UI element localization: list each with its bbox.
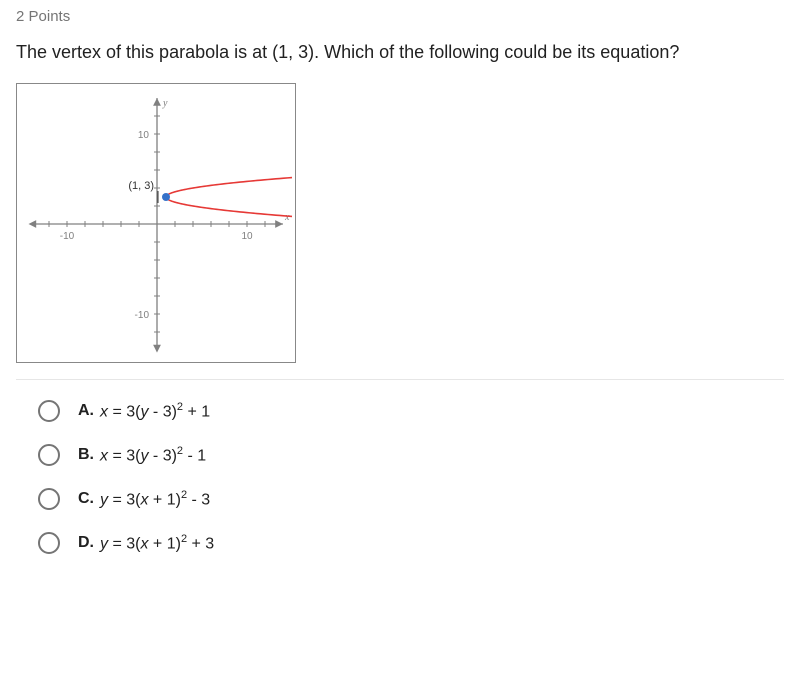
svg-text:-10: -10 bbox=[60, 231, 75, 242]
parabola-graph: x y -10 -10 10 10 (1, 3) bbox=[17, 84, 297, 364]
question-text: The vertex of this parabola is at (1, 3)… bbox=[16, 39, 784, 65]
svg-text:(1, 3): (1, 3) bbox=[128, 180, 154, 192]
points-label: 2 Points bbox=[16, 8, 784, 25]
choice-d[interactable]: D. y = 3(x + 1)2 + 3 bbox=[38, 532, 784, 554]
choice-a[interactable]: A. x = 3(y - 3)2 + 1 bbox=[38, 400, 784, 422]
choice-letter: B. bbox=[78, 446, 94, 464]
choice-equation: y = 3(x + 1)2 - 3 bbox=[100, 489, 210, 509]
choice-equation: y = 3(x + 1)2 + 3 bbox=[100, 533, 214, 553]
radio-b[interactable] bbox=[38, 444, 60, 466]
choice-letter: D. bbox=[78, 534, 94, 552]
radio-c[interactable] bbox=[38, 488, 60, 510]
answer-choices: A. x = 3(y - 3)2 + 1 B. x = 3(y - 3)2 - 1 C.… bbox=[16, 400, 784, 554]
svg-text:10: 10 bbox=[241, 231, 253, 242]
svg-text:-10: -10 bbox=[135, 310, 150, 321]
choice-c[interactable]: C. y = 3(x + 1)2 - 3 bbox=[38, 488, 784, 510]
svg-text:10: 10 bbox=[138, 130, 150, 141]
svg-text:y: y bbox=[162, 98, 168, 109]
radio-d[interactable] bbox=[38, 532, 60, 554]
choice-letter: A. bbox=[78, 402, 94, 420]
choice-equation: x = 3(y - 3)2 - 1 bbox=[100, 445, 206, 465]
choice-letter: C. bbox=[78, 490, 94, 508]
radio-a[interactable] bbox=[38, 400, 60, 422]
choice-b[interactable]: B. x = 3(y - 3)2 - 1 bbox=[38, 444, 784, 466]
divider bbox=[16, 379, 784, 380]
choice-equation: x = 3(y - 3)2 + 1 bbox=[100, 401, 210, 421]
svg-text:x: x bbox=[284, 212, 290, 223]
graph-container: x y -10 -10 10 10 (1, 3) bbox=[16, 83, 296, 363]
